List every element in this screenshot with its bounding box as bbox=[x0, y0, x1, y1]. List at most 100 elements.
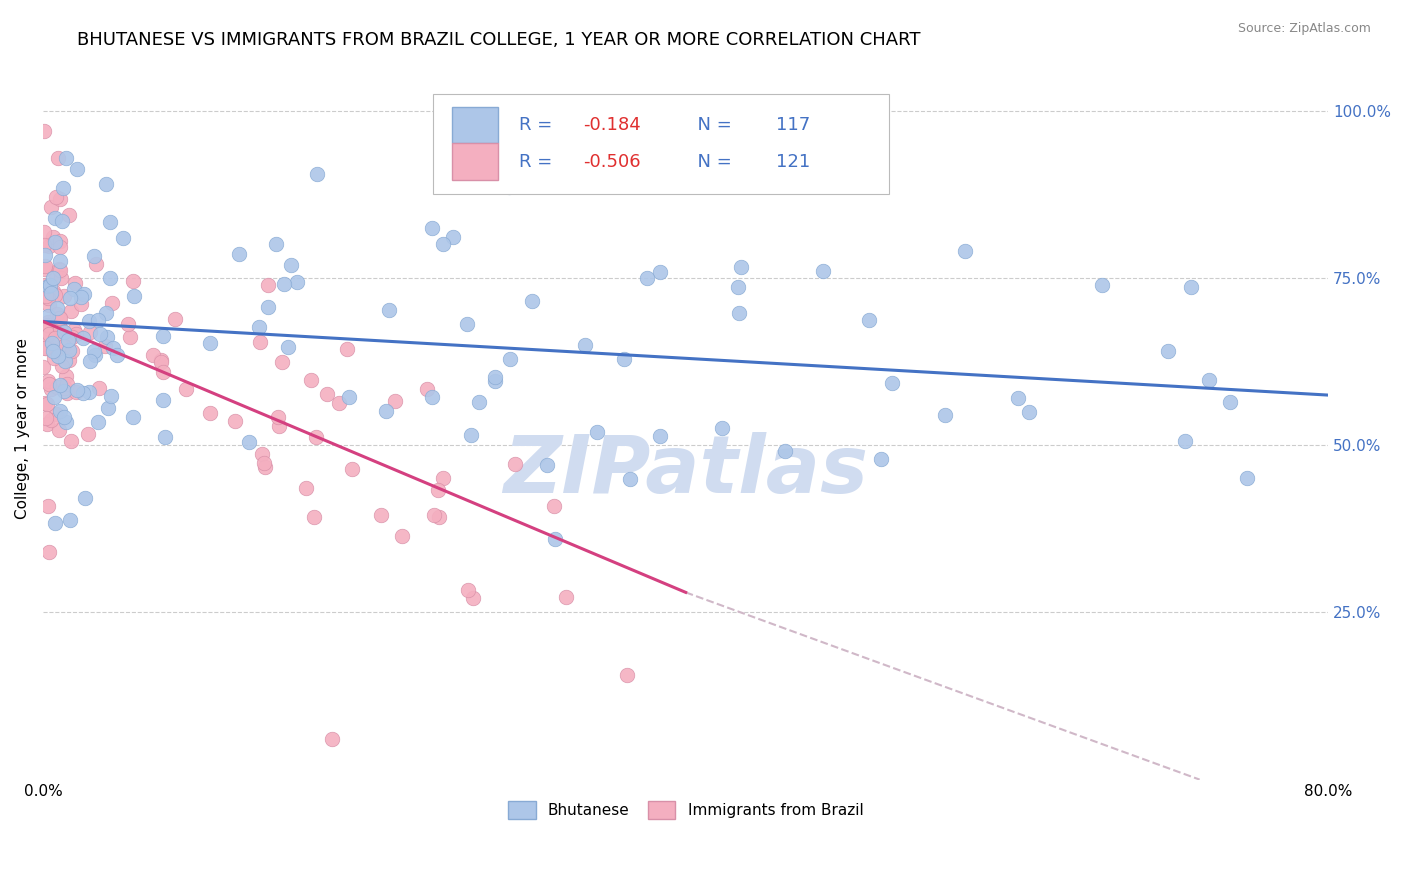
Point bbox=[49, 321, 72, 335]
Point bbox=[370, 508, 392, 522]
Point bbox=[60, 343, 83, 358]
Point bbox=[46, 307, 69, 321]
Point bbox=[467, 394, 489, 409]
Point bbox=[35, 397, 58, 411]
Point bbox=[56, 377, 79, 392]
Point bbox=[503, 457, 526, 471]
Point bbox=[269, 419, 291, 434]
Point bbox=[124, 289, 146, 303]
Point bbox=[277, 340, 299, 354]
Point bbox=[34, 259, 56, 273]
Point bbox=[48, 193, 70, 207]
Point bbox=[224, 414, 246, 428]
Point bbox=[117, 318, 139, 332]
Point bbox=[484, 374, 506, 388]
Point bbox=[773, 444, 796, 458]
Point bbox=[66, 383, 89, 397]
Point bbox=[41, 413, 63, 427]
Point bbox=[44, 516, 66, 530]
Point bbox=[122, 274, 145, 288]
Point bbox=[34, 396, 56, 410]
Point bbox=[48, 423, 70, 437]
Point bbox=[83, 344, 105, 359]
Point bbox=[619, 472, 641, 486]
Point bbox=[42, 351, 65, 365]
Point bbox=[44, 235, 66, 249]
Text: N =: N = bbox=[686, 116, 737, 134]
Point bbox=[302, 510, 325, 524]
Point bbox=[48, 310, 70, 325]
Point bbox=[44, 266, 66, 280]
Point bbox=[44, 390, 66, 404]
Point bbox=[616, 667, 638, 681]
Point bbox=[46, 379, 69, 393]
Point bbox=[51, 359, 73, 373]
Point bbox=[34, 341, 56, 355]
Point bbox=[730, 260, 752, 275]
Point bbox=[416, 382, 439, 396]
Point bbox=[1018, 404, 1040, 418]
Point bbox=[103, 342, 125, 356]
Point bbox=[48, 253, 70, 268]
Point bbox=[89, 381, 111, 395]
Text: ZIPatlas: ZIPatlas bbox=[503, 432, 868, 509]
Point bbox=[55, 151, 77, 165]
Point bbox=[285, 275, 308, 289]
Point bbox=[38, 322, 60, 336]
Point bbox=[49, 377, 72, 392]
Point bbox=[273, 277, 295, 291]
Point bbox=[460, 428, 482, 442]
Point bbox=[498, 180, 520, 194]
Point bbox=[53, 289, 76, 303]
Point bbox=[94, 178, 117, 192]
Point bbox=[58, 343, 80, 357]
Point bbox=[253, 460, 276, 475]
Point bbox=[299, 373, 322, 387]
Point bbox=[49, 404, 72, 418]
Point bbox=[38, 341, 60, 355]
Point bbox=[384, 394, 406, 409]
Text: 121: 121 bbox=[776, 153, 810, 170]
Point bbox=[70, 290, 93, 304]
Point bbox=[49, 240, 72, 254]
Point bbox=[66, 161, 89, 176]
Point bbox=[101, 296, 124, 310]
Point bbox=[176, 383, 198, 397]
Point bbox=[34, 410, 56, 425]
Point bbox=[58, 208, 80, 222]
Point bbox=[39, 200, 62, 214]
Point bbox=[52, 181, 75, 195]
Point bbox=[1198, 373, 1220, 387]
Point bbox=[34, 237, 56, 252]
Point bbox=[86, 313, 108, 327]
Point bbox=[650, 265, 672, 279]
Point bbox=[45, 190, 67, 204]
Point bbox=[32, 225, 55, 239]
Point bbox=[34, 331, 56, 345]
Point bbox=[420, 220, 443, 235]
Point bbox=[56, 333, 79, 347]
Point bbox=[100, 214, 122, 228]
Point bbox=[100, 389, 122, 403]
Point bbox=[77, 385, 100, 400]
Point bbox=[1219, 394, 1241, 409]
Point bbox=[48, 261, 70, 276]
Point bbox=[374, 404, 396, 418]
Point bbox=[51, 214, 73, 228]
Point bbox=[543, 499, 565, 513]
Point bbox=[953, 244, 976, 259]
Point bbox=[83, 348, 105, 362]
Point bbox=[636, 271, 658, 285]
Point bbox=[1180, 280, 1202, 294]
Point bbox=[111, 231, 134, 245]
Point bbox=[34, 248, 56, 262]
Point bbox=[37, 309, 59, 323]
Point bbox=[55, 416, 77, 430]
Point bbox=[427, 483, 450, 497]
Point bbox=[38, 298, 60, 312]
Point bbox=[72, 331, 94, 345]
Point bbox=[34, 261, 56, 276]
Point bbox=[41, 284, 63, 298]
Point bbox=[38, 238, 60, 252]
Point bbox=[53, 381, 76, 395]
